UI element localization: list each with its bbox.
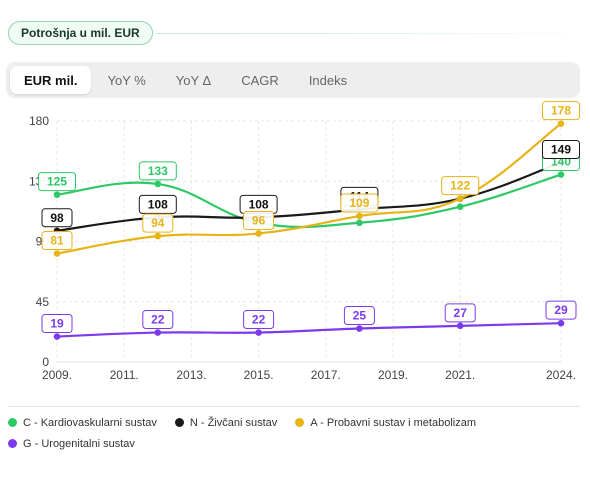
data-label-box (38, 172, 76, 192)
title-divider (156, 33, 572, 34)
legend-label: G - Urogenitalni sustav (23, 437, 135, 450)
x-tick-label: 2009. (42, 368, 72, 382)
data-label-box (41, 208, 73, 228)
data-label-box (444, 303, 476, 323)
data-point (154, 329, 162, 336)
data-label: 109 (349, 196, 369, 210)
x-tick-label: 2021. (445, 368, 475, 382)
data-label: 22 (151, 313, 165, 327)
x-tick-label: 2019. (378, 368, 408, 382)
data-label-box (545, 300, 577, 320)
x-tick-label: 2024. (546, 368, 576, 382)
data-point (255, 329, 262, 336)
legend-marker (295, 418, 305, 427)
y-tick-label: 0 (42, 355, 49, 369)
series-line-g (55, 322, 563, 338)
tab-yoy-delta[interactable]: YoY Δ (175, 72, 212, 88)
legend-item[interactable]: A - Probavni sustav i metabolizam (295, 414, 476, 431)
data-point (356, 325, 363, 332)
chart-legend: C - Kardiovaskularni sustav N - Živčani s… (8, 414, 568, 452)
data-label: 125 (47, 175, 67, 189)
legend-item[interactable]: C - Kardiovaskularni sustav (8, 414, 157, 431)
y-tick-label: 45 (36, 295, 50, 309)
data-label: 19 (50, 317, 64, 331)
series-line-a (55, 122, 563, 255)
data-point (456, 203, 464, 210)
data-label-box (41, 314, 73, 334)
line-chart: 045901351802009.2011.2013.2015.2017.2019… (29, 101, 580, 382)
data-point (53, 250, 61, 257)
data-point (53, 333, 61, 340)
data-label: 108 (148, 197, 168, 211)
y-tick-label: 180 (29, 114, 49, 128)
data-label: 149 (551, 143, 571, 157)
data-label-box (243, 210, 275, 230)
legend-label: N - Živčani sustav (189, 416, 278, 429)
data-label-box (142, 310, 174, 330)
x-tick-label: 2017. (311, 368, 341, 382)
data-label-box (138, 161, 177, 181)
data-label-box (542, 101, 580, 121)
data-label: 122 (450, 179, 470, 193)
data-label: 25 (353, 309, 367, 323)
data-label-box (142, 213, 174, 233)
data-label-box (41, 231, 73, 251)
data-label-box (138, 194, 177, 214)
data-label: 108 (249, 197, 269, 211)
data-label: 98 (50, 211, 64, 225)
chart-title: Potrošnja u mil. EUR (21, 26, 140, 40)
legend-label: C - Kardiovaskularni sustav (23, 416, 157, 429)
metric-tabs: EUR mil. YoY % YoY Δ CAGR Indeks (6, 62, 580, 98)
tab-yoy-percent[interactable]: YoY % (107, 72, 146, 88)
legend-label: A - Probavni sustav i metabolizam (310, 416, 476, 429)
tab-cagr[interactable]: CAGR (241, 72, 279, 88)
series-line-n (55, 161, 563, 232)
data-label: 133 (148, 164, 168, 178)
data-label: 81 (50, 234, 64, 248)
data-point (356, 219, 363, 227)
data-label-box (340, 193, 379, 213)
data-label: 27 (454, 306, 468, 320)
data-label-box (542, 140, 580, 160)
x-tick-label: 2011. (110, 368, 139, 382)
data-point (557, 120, 565, 127)
data-label-box (441, 176, 480, 196)
data-point (154, 232, 162, 240)
data-point (53, 191, 61, 198)
data-label-box (243, 310, 275, 330)
x-tick-label: 2015. (244, 368, 274, 382)
data-point (154, 180, 162, 188)
data-label-box (343, 306, 375, 326)
data-point (255, 230, 262, 237)
data-point (557, 171, 565, 178)
data-point (557, 319, 565, 327)
data-point (356, 212, 363, 220)
tab-eur-mil[interactable]: EUR mil. (10, 66, 92, 94)
data-label: 22 (252, 313, 266, 327)
data-label: 178 (551, 104, 571, 118)
data-label: 29 (554, 303, 568, 317)
data-label: 94 (151, 216, 165, 230)
data-point (456, 322, 464, 330)
legend-marker (8, 439, 17, 448)
legend-item[interactable]: G - Urogenitalni sustav (8, 435, 135, 452)
legend-marker (174, 418, 184, 427)
legend-item[interactable]: N - Živčani sustav (174, 414, 278, 431)
legend-marker (8, 418, 17, 427)
legend-divider (8, 406, 580, 407)
data-point (456, 195, 464, 202)
data-label: 96 (252, 213, 266, 227)
tab-indeks[interactable]: Indeks (308, 72, 348, 88)
x-tick-label: 2013. (176, 368, 206, 382)
chart-title-badge: Potrošnja u mil. EUR (8, 21, 153, 45)
